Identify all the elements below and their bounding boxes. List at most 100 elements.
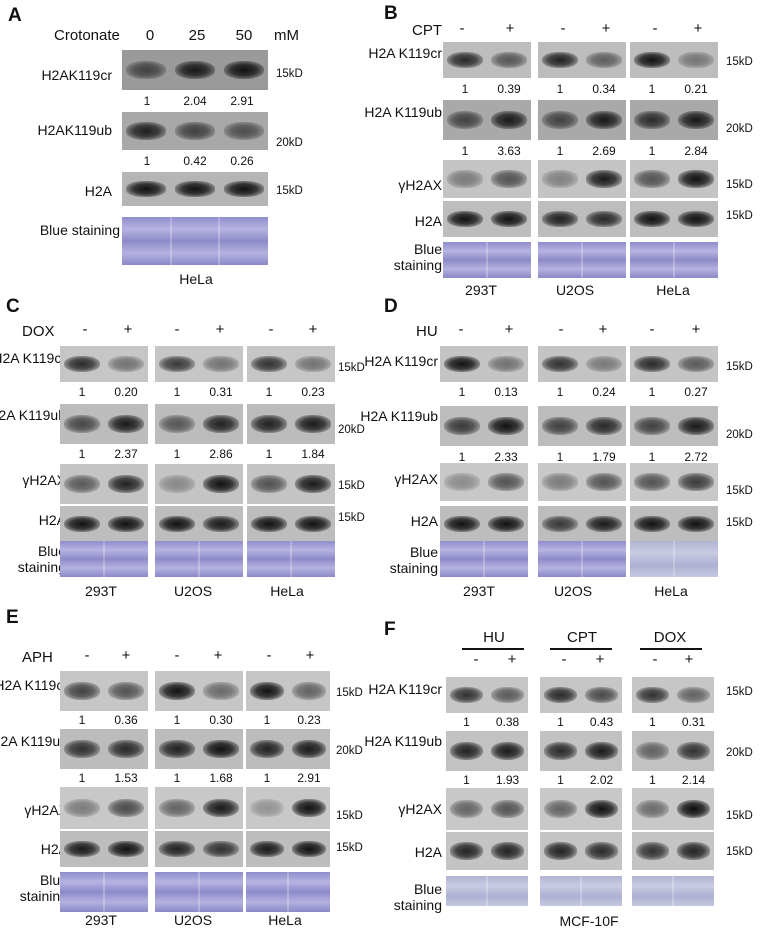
blot-band: [202, 415, 240, 433]
quant-value: 1: [648, 144, 656, 158]
panel-f-row-label: H2A K119cr: [368, 681, 442, 697]
panel-d-sign: -: [649, 321, 655, 338]
blot-strip: [446, 731, 528, 771]
quant-value: 1.84: [301, 447, 325, 461]
blot-strip: [630, 160, 718, 198]
lane-separator: [581, 242, 583, 278]
blot-band: [158, 798, 196, 818]
panel-e-treatment: APH: [22, 649, 53, 666]
panel-f-treatment: HU: [483, 629, 505, 646]
blot-band: [633, 210, 671, 228]
panel-f-row-label: H2A: [414, 844, 442, 860]
blot-strip: [630, 346, 718, 382]
panel-a-treatment: Crotonate: [54, 27, 120, 44]
panel-d-cell-line: 293T: [463, 583, 495, 599]
blot-band: [249, 840, 285, 858]
blot-band: [107, 475, 145, 493]
blot-strip: [446, 677, 528, 713]
blot-band: [126, 122, 167, 140]
blot-band: [158, 355, 196, 373]
quant-value: 1: [463, 773, 470, 787]
blot-band: [202, 740, 240, 758]
panel-d-mw-marker: 15kD: [726, 361, 753, 373]
quant-value: 0.23: [297, 713, 321, 727]
quant-value: 2.69: [592, 144, 616, 158]
quant-value: 2.72: [684, 450, 708, 464]
blot-band: [443, 417, 481, 435]
quant-value: 1.93: [495, 773, 520, 787]
panel-e-row-label: H2A K119ub: [0, 733, 68, 749]
blot-strip: [60, 464, 148, 504]
quant-value: 1: [458, 450, 466, 464]
blot-band: [63, 475, 101, 493]
panel-d-label: D: [384, 296, 398, 317]
panel-d-cell-line: U2OS: [553, 583, 593, 599]
panel-c-sign: +: [215, 321, 225, 338]
blot-band: [633, 417, 671, 435]
blot-band: [676, 742, 711, 760]
blot-band: [585, 355, 623, 373]
panel-b-sign: -: [652, 20, 658, 37]
blot-band: [490, 686, 525, 704]
blot-strip: [630, 201, 718, 237]
blot-band: [63, 798, 101, 818]
panel-c-treatment: DOX: [22, 323, 55, 340]
quant-value: 1: [556, 82, 564, 96]
blot-band: [677, 355, 715, 373]
blot-strip: [60, 831, 148, 867]
blot-band: [487, 417, 525, 435]
stain-strip: [155, 541, 243, 577]
blot-strip: [60, 506, 148, 542]
panel-c-sign: -: [82, 321, 88, 338]
panel-f-treatment: DOX: [653, 629, 687, 646]
panel-a-row-label: H2AK119cr: [41, 67, 112, 83]
quant-value: 1: [263, 713, 271, 727]
panel-d-mw-marker: 20kD: [726, 429, 753, 441]
blot-strip: [155, 671, 243, 711]
panel-d-sign: -: [458, 321, 464, 338]
blot-band: [249, 798, 285, 818]
blot-band: [294, 415, 332, 433]
panel-c-row-label: Blue staining: [17, 543, 66, 576]
blot-band: [677, 210, 715, 228]
blot-band: [677, 515, 715, 533]
blot-band: [126, 181, 167, 197]
blot-band: [158, 682, 196, 700]
lane-separator: [673, 242, 675, 278]
panel-f-treatment: CPT: [567, 629, 597, 646]
panel-f-row-label: H2A K119ub: [364, 733, 442, 749]
blot-band: [449, 742, 484, 760]
panel-e-mw-marker: 15kD: [336, 810, 363, 822]
lane-separator: [673, 541, 675, 577]
blot-band: [541, 170, 579, 188]
blot-band: [541, 515, 579, 533]
panel-f-row-label: Blue staining: [393, 881, 442, 914]
blot-strip: [122, 112, 268, 150]
blot-band: [541, 355, 579, 373]
blot-band: [584, 842, 619, 860]
quant-value: 1: [78, 771, 86, 785]
stain-strip: [632, 876, 714, 906]
lane-separator: [581, 541, 583, 577]
panel-f-group-line: [550, 648, 612, 650]
blot-strip: [247, 346, 335, 382]
quant-value: 1: [649, 715, 656, 729]
blot-band: [158, 515, 196, 533]
panel-d-sign: -: [558, 321, 564, 338]
blot-band: [677, 417, 715, 435]
quant-value: 1: [265, 447, 273, 461]
panel-a-mw-marker: 20kD: [276, 137, 303, 149]
blot-band: [107, 355, 145, 373]
blot-band: [126, 61, 167, 79]
blot-strip: [440, 406, 528, 446]
stain-strip: [538, 541, 626, 577]
panel-a-mw-marker: 15kD: [276, 68, 303, 80]
panel-e-cell-line: 293T: [85, 912, 117, 928]
quant-value: 0.36: [114, 713, 138, 727]
blot-band: [635, 799, 670, 819]
panel-c-sign: -: [174, 321, 180, 338]
lane-separator: [287, 872, 289, 912]
blot-band: [202, 840, 240, 858]
panel-b-row-label: H2A K119cr: [368, 45, 442, 61]
